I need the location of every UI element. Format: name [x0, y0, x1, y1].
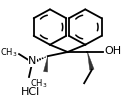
Text: N: N	[28, 56, 36, 66]
Text: OH: OH	[104, 46, 121, 56]
Polygon shape	[44, 56, 48, 72]
Text: HCl: HCl	[21, 87, 40, 97]
Text: CH$_3$: CH$_3$	[0, 47, 18, 59]
Text: CH$_3$: CH$_3$	[30, 78, 48, 90]
Polygon shape	[88, 52, 94, 70]
